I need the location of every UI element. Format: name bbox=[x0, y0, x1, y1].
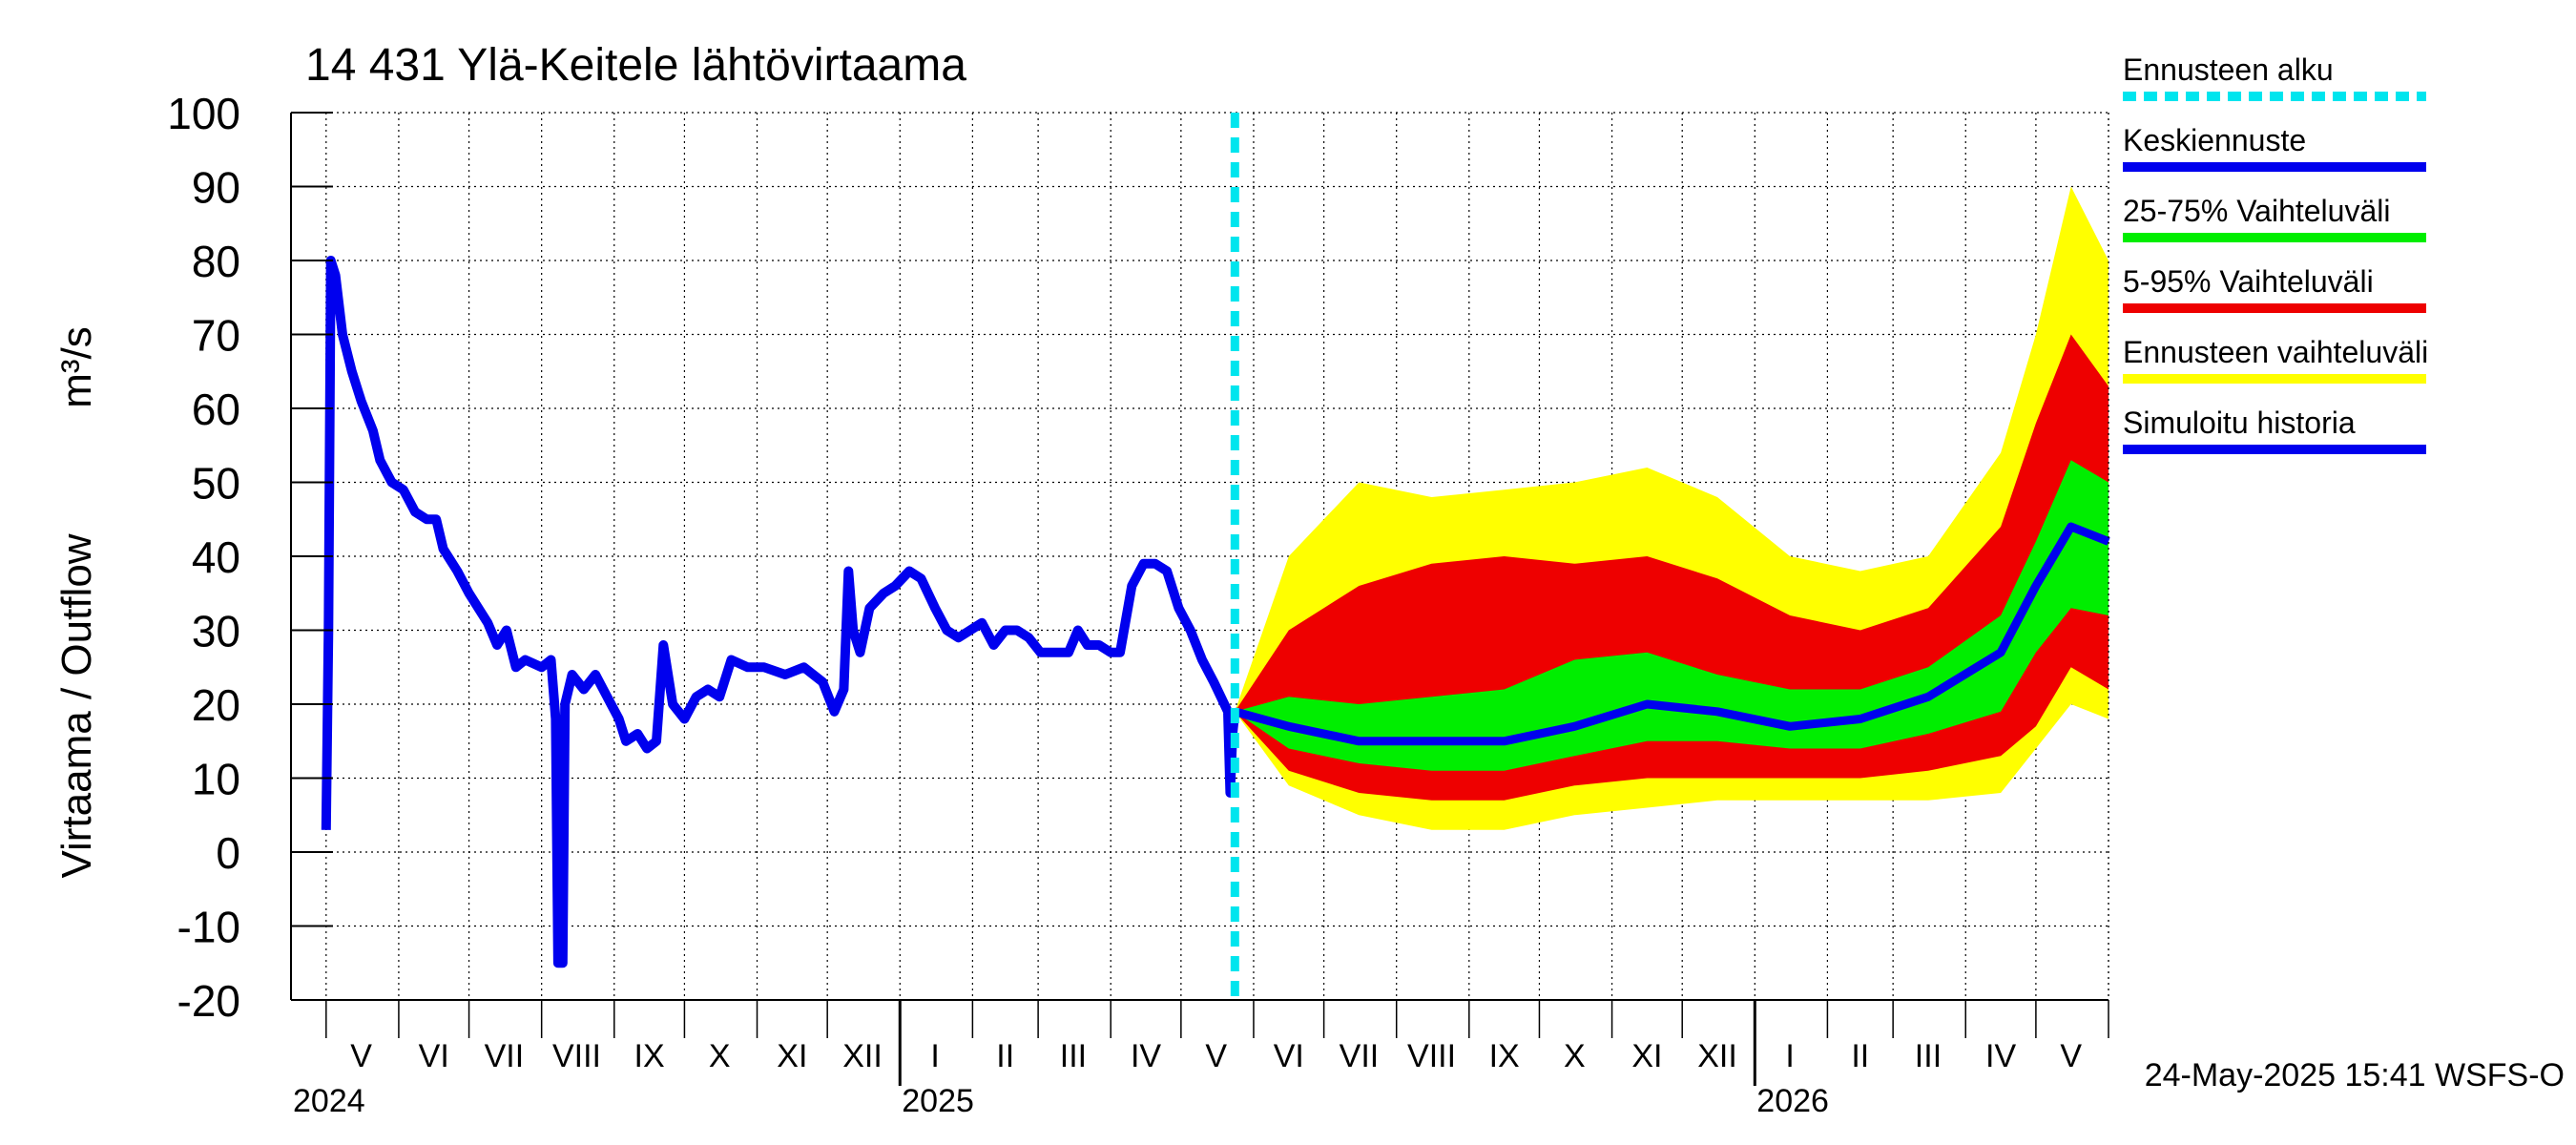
y-tick-label: -20 bbox=[177, 976, 240, 1026]
x-month-label: I bbox=[1785, 1038, 1794, 1074]
timestamp: 24-May-2025 15:41 WSFS-O bbox=[2145, 1057, 2565, 1093]
y-tick-label: 60 bbox=[192, 385, 240, 434]
x-month-label: IV bbox=[1985, 1038, 2016, 1074]
y-tick-label: 90 bbox=[192, 163, 240, 213]
median-forecast-line bbox=[1234, 522, 2110, 746]
y-axis-unit: m³/s bbox=[53, 326, 100, 408]
y-tick-label: 40 bbox=[192, 532, 240, 582]
legend-label: Simuloitu historia bbox=[2123, 406, 2356, 440]
x-month-label: IX bbox=[1489, 1038, 1520, 1074]
forecast-bands bbox=[1235, 186, 2109, 830]
x-month-label: VII bbox=[485, 1038, 525, 1074]
x-month-label: V bbox=[1205, 1038, 1227, 1074]
legend-label: Keskiennuste bbox=[2123, 123, 2306, 157]
legend: Ennusteen alku Keskiennuste 25-75% Vaihtel… bbox=[2123, 52, 2428, 454]
x-month-label: VIII bbox=[1407, 1038, 1456, 1074]
x-month-label: XI bbox=[777, 1038, 807, 1074]
x-month-label: V bbox=[2060, 1038, 2082, 1074]
y-tick-label: 0 bbox=[216, 828, 240, 878]
simulated-history-line bbox=[321, 256, 1240, 968]
band-25-75 bbox=[1235, 460, 2109, 771]
y-tick-label: 10 bbox=[192, 755, 240, 804]
x-month-label: V bbox=[350, 1038, 372, 1074]
y-tick-label: 30 bbox=[192, 607, 240, 656]
x-month-label: X bbox=[709, 1038, 731, 1074]
x-year-label: 2026 bbox=[1756, 1083, 1829, 1119]
x-month-label: IX bbox=[634, 1038, 665, 1074]
y-tick-label: 100 bbox=[167, 89, 240, 138]
legend-label: Ennusteen vaihteluväli bbox=[2123, 335, 2428, 369]
x-month-label: III bbox=[1915, 1038, 1942, 1074]
x-month-label: III bbox=[1060, 1038, 1087, 1074]
x-month-label: XII bbox=[1697, 1038, 1737, 1074]
y-tick-label: 80 bbox=[192, 237, 240, 286]
x-month-label: VIII bbox=[552, 1038, 601, 1074]
x-year-label: 2025 bbox=[902, 1083, 974, 1119]
x-month-label: VII bbox=[1340, 1038, 1380, 1074]
x-month-label: VI bbox=[1274, 1038, 1304, 1074]
chart-title: 14 431 Ylä-Keitele lähtövirtaama bbox=[305, 40, 966, 91]
x-month-label: I bbox=[930, 1038, 939, 1074]
x-month-label: VI bbox=[419, 1038, 449, 1074]
y-tick-label: -10 bbox=[177, 903, 240, 952]
y-axis-label: Virtaama / Outflow bbox=[53, 533, 100, 878]
y-tick-label: 70 bbox=[192, 311, 240, 361]
legend-label: 25-75% Vaihteluväli bbox=[2123, 194, 2390, 228]
x-month-label: IV bbox=[1131, 1038, 1161, 1074]
series-lines bbox=[321, 113, 2110, 1000]
x-month-label: II bbox=[1851, 1038, 1869, 1074]
legend-label: Ennusteen alku bbox=[2123, 52, 2334, 87]
legend-label: 5-95% Vaihteluväli bbox=[2123, 264, 2374, 299]
x-month-label: II bbox=[996, 1038, 1014, 1074]
y-tick-label: 20 bbox=[192, 680, 240, 730]
x-month-label: XI bbox=[1631, 1038, 1662, 1074]
x-month-label: X bbox=[1564, 1038, 1586, 1074]
x-month-label: XII bbox=[842, 1038, 883, 1074]
y-tick-label: 50 bbox=[192, 459, 240, 509]
x-year-label: 2024 bbox=[293, 1083, 365, 1119]
